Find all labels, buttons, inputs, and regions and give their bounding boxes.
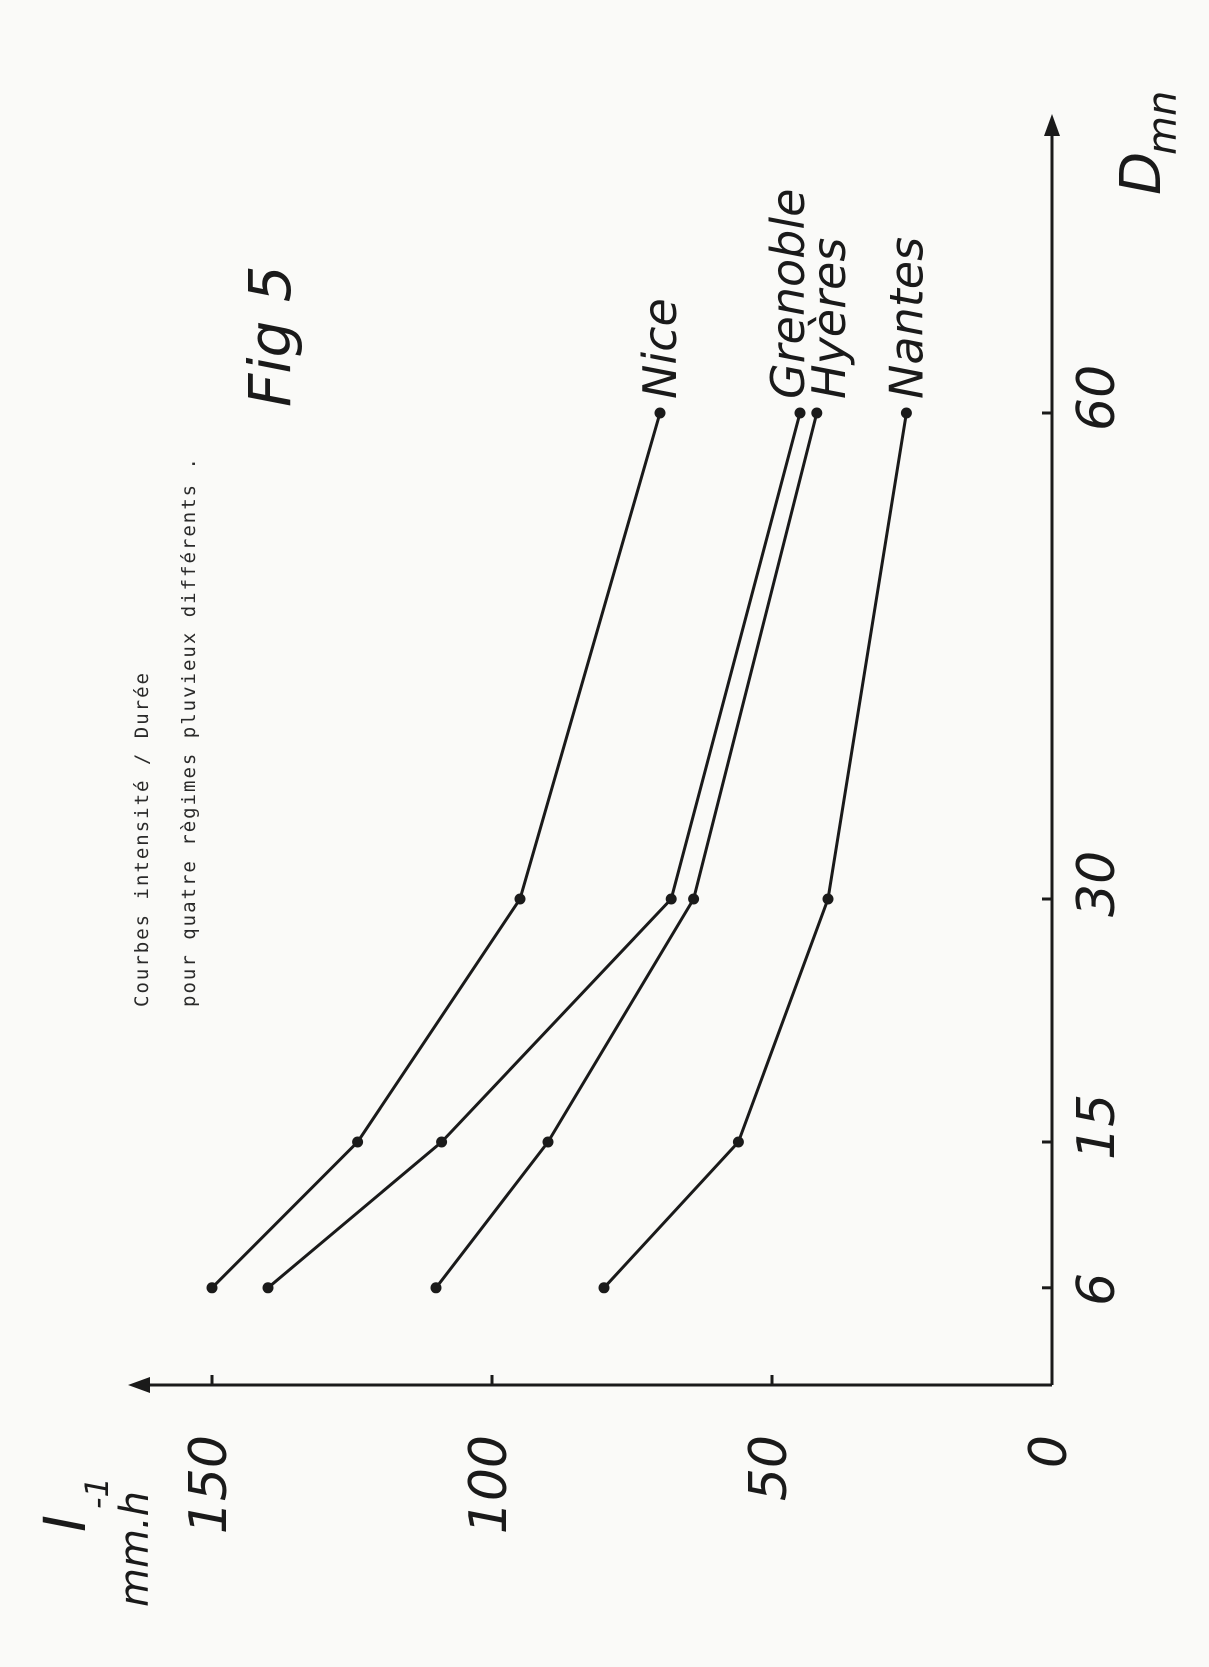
series-line-grenoble: [267, 412, 802, 1289]
axes: [128, 114, 1060, 1393]
y-axis-label-unit: mm.h: [112, 1491, 158, 1607]
data-point: [900, 407, 912, 419]
x-axis-arrow: [1044, 114, 1060, 136]
y-tick-label: 150: [179, 1435, 239, 1534]
data-point: [598, 1282, 610, 1294]
x-tick-label: 15: [1067, 1094, 1127, 1160]
data-point: [436, 1136, 448, 1148]
y-tick-label: 50: [739, 1435, 799, 1501]
text-layer: Fig 5 Courbes intensité / Durée pour qua…: [31, 91, 1186, 1607]
data-point: [430, 1282, 442, 1294]
data-point: [542, 1136, 554, 1148]
y-axis-label-exponent: -1: [78, 1477, 116, 1509]
series-line-hyères: [434, 412, 819, 1289]
y-axis-label: I: [31, 1515, 99, 1532]
data-point: [794, 407, 806, 419]
data-point: [654, 407, 666, 419]
series-label-grenoble: Grenoble: [761, 189, 815, 399]
y-tick-label: 100: [459, 1435, 519, 1534]
x-axis-label: D: [1109, 152, 1174, 195]
data-point: [822, 893, 834, 905]
series-label-nice: Nice: [633, 298, 687, 399]
data-point: [514, 893, 526, 905]
x-tick-label: 6: [1067, 1273, 1127, 1306]
chart-subtitle-line-1: Courbes intensité / Durée: [131, 671, 153, 1007]
series-layer: [206, 407, 912, 1294]
series-label-hyères: Hyères: [802, 238, 856, 399]
figure-title: Fig 5: [236, 265, 304, 407]
data-point: [262, 1282, 274, 1294]
data-point: [665, 893, 677, 905]
data-point: [206, 1282, 218, 1294]
y-tick-label: 0: [1019, 1435, 1079, 1468]
series-line-nantes: [602, 412, 908, 1289]
chart-subtitle-line-2: pour quatre règimes pluvieux différents …: [178, 456, 200, 1007]
x-tick-label: 60: [1067, 365, 1127, 431]
data-point: [688, 893, 700, 905]
series-label-nantes: Nantes: [879, 237, 933, 399]
data-point: [352, 1136, 364, 1148]
series-line-nice: [210, 412, 662, 1289]
x-tick-label: 30: [1067, 851, 1127, 917]
x-axis-label-unit: mn: [1140, 91, 1186, 155]
data-point: [732, 1136, 744, 1148]
y-axis-arrow: [128, 1377, 150, 1393]
data-point: [811, 407, 823, 419]
